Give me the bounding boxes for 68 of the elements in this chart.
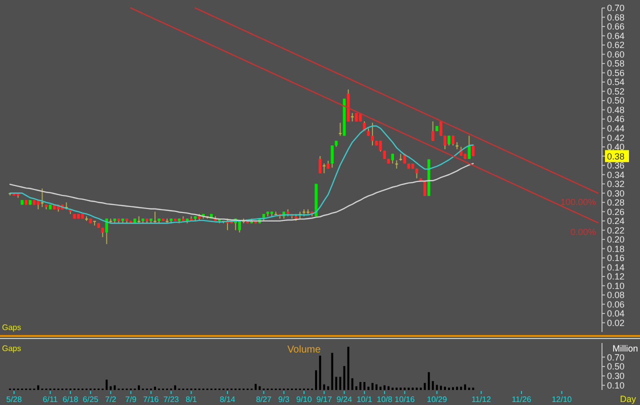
x-tick-label: 8/1	[186, 395, 198, 404]
y-tick-label: 0.16	[607, 253, 625, 264]
x-tick-label: 6/18	[62, 395, 79, 404]
y-tick-label: 0.12	[607, 272, 625, 282]
x-tick-label: 10/29	[426, 395, 448, 404]
annotation: Gaps	[2, 344, 22, 353]
x-tick-label: 7/2	[105, 395, 117, 404]
y-tick-label: 0.26	[607, 206, 625, 217]
y-tick-label: 0.34	[607, 170, 625, 180]
y-tick-label: 0.48	[607, 104, 625, 115]
x-tick-label: 7/23	[163, 395, 180, 404]
y-tick-label: 0.14	[607, 262, 625, 272]
y-tick-label: 0.56	[607, 68, 625, 78]
annotation: Gaps	[2, 323, 22, 332]
y-tick-label: 0.32	[607, 179, 625, 190]
x-tick-label: 11/12	[471, 395, 492, 404]
y-tick-label: 0.70	[607, 352, 625, 362]
series-label: 0.00%	[570, 226, 596, 237]
y-tick-label: 0.10	[607, 280, 625, 291]
y-tick-label: 0.02	[607, 318, 625, 328]
y-tick-label: 0.08	[607, 290, 625, 300]
y-tick-label: 0.40	[607, 142, 625, 152]
y-tick-label: 0.44	[607, 123, 625, 134]
y-tick-label: 0.38	[607, 151, 625, 162]
x-tick-label: 10/8	[376, 395, 393, 404]
y-tick-label: 0.22	[607, 225, 625, 236]
y-tick-label: 0.68	[607, 12, 625, 22]
y-tick-label: 0.28	[607, 198, 625, 208]
x-tick-label: 9/3	[278, 395, 290, 404]
series-label: 100.00%	[560, 197, 596, 208]
y-tick-label: 0.66	[607, 22, 625, 32]
y-tick-label: 0.10	[607, 380, 625, 390]
y-tick-label: 0.60	[607, 49, 625, 60]
y-tick-label: 0.70	[607, 3, 625, 14]
x-tick-label: 10/1	[356, 395, 373, 404]
x-tick-label: 7/16	[143, 395, 160, 404]
x-axis-title: Day	[620, 394, 636, 404]
y-tick-label: 0.50	[607, 96, 625, 106]
y-tick-label: 0.46	[607, 114, 625, 124]
x-tick-label: 11/26	[512, 395, 532, 404]
y-tick-label: 0.62	[607, 40, 625, 50]
y-tick-label: 0.30	[607, 371, 625, 382]
y-tick-label: 0.06	[607, 299, 625, 310]
y-axis-title: Million	[612, 343, 638, 354]
x-tick-label: 5/28	[6, 395, 22, 404]
chart-title: Volume	[287, 344, 322, 356]
x-tick-label: 8/27	[256, 395, 272, 404]
x-tick-label: 7/9	[125, 395, 137, 404]
y-tick-label: 0.64	[607, 30, 625, 41]
y-tick-label: 0.30	[607, 188, 625, 198]
y-tick-label: 0.54	[607, 77, 625, 88]
y-tick-label: 0.24	[607, 216, 625, 226]
y-tick-label: 0.42	[607, 132, 625, 143]
y-tick-label: 0.50	[607, 362, 625, 372]
y-tick-label: 0.20	[607, 234, 625, 245]
y-tick-label: 0.04	[607, 308, 625, 319]
x-tick-label: 6/11	[42, 395, 58, 404]
x-tick-label: 8/14	[220, 395, 236, 404]
x-tick-label: 9/17	[316, 395, 332, 404]
x-tick-label: 12/10	[552, 395, 572, 404]
x-tick-label: 9/10	[296, 395, 312, 404]
y-tick-label: 0.18	[607, 244, 625, 254]
y-tick-label: 0.52	[607, 86, 625, 96]
y-tick-label: 0.58	[607, 58, 625, 69]
x-tick-label: 6/25	[82, 395, 99, 404]
y-tick-label: 0.36	[607, 160, 625, 171]
x-tick-label: 10/16	[394, 395, 416, 404]
x-tick-label: 9/24	[336, 395, 353, 404]
